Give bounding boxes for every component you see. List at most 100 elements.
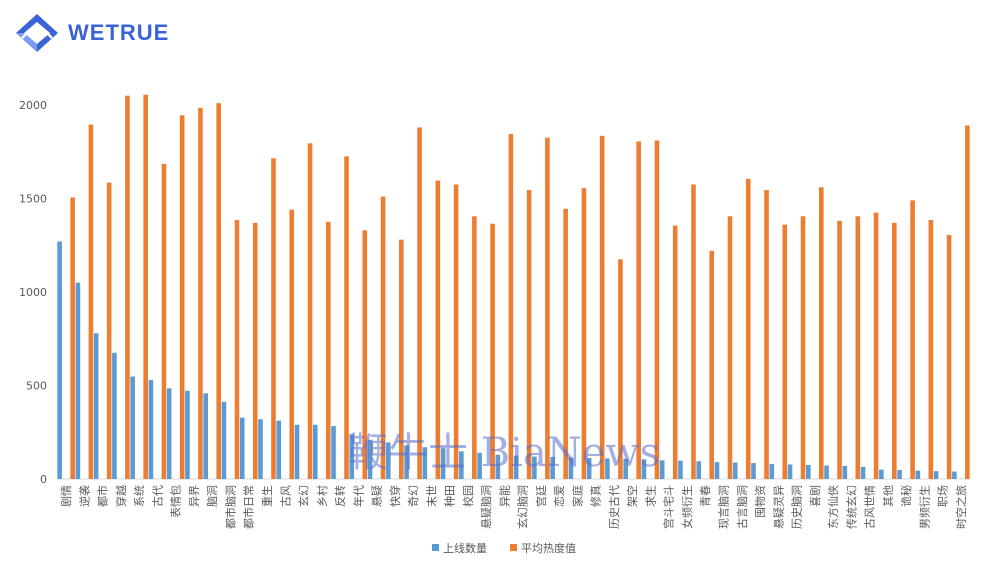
bar-职场-平均热度值	[946, 234, 952, 479]
x-tick-label: 现言脑洞	[717, 485, 730, 529]
bar-求生-平均热度值	[654, 140, 660, 479]
y-tick-label: 0	[40, 473, 47, 486]
x-tick-label: 修真	[589, 485, 603, 507]
bar-其他-上线数量	[879, 469, 884, 479]
wetrue-logo-icon	[16, 14, 58, 52]
bar-家庭-上线数量	[568, 457, 574, 479]
bar-时空之旅-平均热度值	[965, 125, 970, 479]
x-tick-label: 女频衍生	[680, 485, 694, 529]
x-tick-label: 系统	[133, 485, 146, 507]
legend-label-上线数量: 上线数量	[443, 541, 487, 555]
bar-喜剧-平均热度值	[818, 187, 824, 479]
bar-古代-上线数量	[148, 379, 154, 479]
bar-末世-平均热度值	[435, 180, 441, 480]
x-tick-label: 架空	[625, 485, 639, 507]
bar-玄幻-上线数量	[294, 424, 300, 479]
bar-剧情-上线数量	[57, 241, 62, 479]
watermark: 鞭牛士 BiaNews	[348, 430, 661, 476]
bar-表情包-上线数量	[166, 388, 172, 479]
x-tick-label: 古风	[279, 485, 292, 507]
x-tick-label: 穿越	[114, 485, 128, 507]
x-tick-label: 职场	[936, 485, 950, 507]
bar-架空-平均热度值	[636, 141, 641, 479]
bar-诡秘-平均热度值	[910, 200, 915, 479]
bar-女频衍生-上线数量	[678, 460, 683, 479]
bar-乡村-上线数量	[312, 424, 318, 479]
bar-异能-平均热度值	[508, 133, 514, 480]
x-tick-label: 历史古代	[608, 485, 621, 529]
bar-青春-平均热度值	[709, 250, 715, 479]
bar-东方仙侠-上线数量	[824, 465, 829, 479]
bar-求生-上线数量	[641, 459, 647, 479]
x-tick-label: 男频衍生	[917, 485, 931, 529]
bar-快穿-平均热度值	[399, 239, 404, 479]
x-tick-label: 脑洞	[206, 485, 219, 507]
bar-都市-上线数量	[93, 333, 99, 479]
bar-囤物资-平均热度值	[764, 190, 769, 479]
x-tick-label: 传统玄幻	[844, 485, 858, 529]
bar-系统-平均热度值	[143, 94, 148, 479]
bar-古言脑洞-上线数量	[732, 462, 738, 479]
bar-悬疑-平均热度值	[380, 196, 386, 479]
x-tick-label: 青春	[699, 485, 712, 507]
bar-诡秘-上线数量	[897, 470, 902, 479]
bar-宫廷-上线数量	[532, 456, 537, 479]
bar-逆袭-上线数量	[75, 282, 81, 479]
x-tick-label: 玄幻脑洞	[516, 485, 530, 529]
bar-古风世情-平均热度值	[873, 212, 879, 479]
legend-swatch-平均热度值	[510, 544, 517, 551]
bar-现言脑洞-上线数量	[714, 462, 720, 479]
x-tick-label: 囤物资	[753, 485, 767, 518]
x-tick-label: 古言脑洞	[736, 485, 749, 529]
x-tick-label: 都市	[96, 485, 110, 507]
x-tick-label: 悬疑	[371, 485, 384, 507]
bar-修真-平均热度值	[599, 135, 605, 480]
bar-穿越-平均热度值	[125, 95, 130, 480]
bar-异界-上线数量	[185, 390, 190, 479]
x-tick-label: 剧情	[60, 485, 73, 507]
x-tick-label: 喜剧	[809, 485, 822, 507]
bar-年代-平均热度值	[362, 230, 368, 479]
x-tick-label: 年代	[351, 485, 365, 507]
bar-异能-上线数量	[495, 454, 501, 479]
bar-东方仙侠-平均热度值	[837, 220, 842, 479]
x-tick-label: 宫廷	[534, 485, 548, 507]
bar-脑洞-平均热度值	[216, 103, 222, 479]
x-tick-label: 异能	[497, 485, 511, 507]
y-tick-label: 2000	[19, 99, 47, 112]
bar-古风-平均热度值	[289, 209, 295, 479]
x-tick-label: 悬疑灵异	[772, 485, 785, 529]
bar-种田-平均热度值	[453, 184, 459, 479]
bar-历史脑洞-上线数量	[787, 464, 793, 479]
bar-玄幻脑洞-平均热度值	[526, 190, 532, 479]
x-tick-label: 时空之旅	[954, 485, 968, 529]
bar-都市脑洞-平均热度值	[234, 220, 240, 479]
legend-swatch-上线数量	[432, 544, 439, 551]
bar-悬疑脑洞-上线数量	[477, 452, 482, 479]
x-tick-label: 都市脑洞	[223, 485, 237, 529]
x-tick-label: 表情包	[169, 485, 183, 518]
bar-恋爱-上线数量	[550, 456, 555, 479]
bar-悬疑-上线数量	[367, 439, 373, 479]
bar-奇幻-上线数量	[404, 445, 409, 479]
bar-职场-上线数量	[933, 471, 939, 479]
x-tick-label: 校园	[461, 485, 475, 507]
bar-古风-上线数量	[276, 420, 282, 479]
x-tick-label: 乡村	[315, 485, 329, 507]
bar-系统-上线数量	[130, 376, 135, 479]
bar-古代-平均热度值	[161, 163, 167, 479]
bar-喜剧-上线数量	[805, 464, 811, 479]
bar-男频衍生-平均热度值	[928, 220, 934, 479]
x-tick-label: 异界	[188, 485, 201, 507]
bar-重生-平均热度值	[271, 158, 276, 480]
bar-重生-上线数量	[258, 419, 263, 479]
bar-女频衍生-平均热度值	[691, 184, 696, 479]
x-tick-label: 重生	[260, 485, 274, 507]
bar-现言脑洞-平均热度值	[727, 216, 733, 479]
bar-反转-平均热度值	[344, 156, 349, 480]
x-tick-label: 反转	[333, 485, 347, 507]
brand-name: WETRUE	[68, 20, 170, 45]
x-tick-label: 末世	[424, 485, 438, 507]
bar-古言脑洞-平均热度值	[745, 178, 751, 480]
